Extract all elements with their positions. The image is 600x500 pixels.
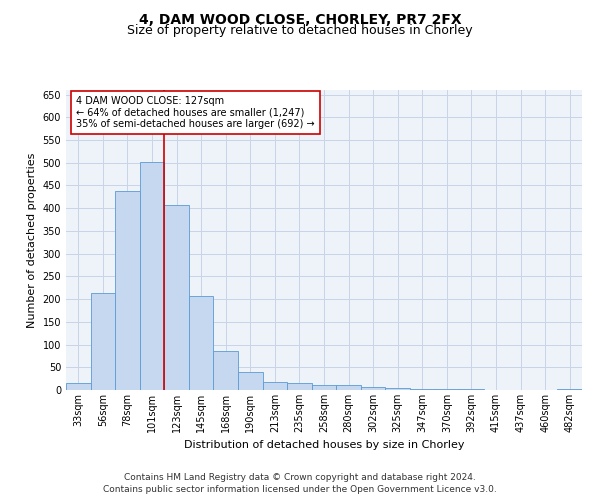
Text: Size of property relative to detached houses in Chorley: Size of property relative to detached ho… — [127, 24, 473, 37]
Bar — [238, 372, 263, 390]
Bar — [459, 389, 484, 390]
Bar — [361, 388, 385, 390]
Text: Contains public sector information licensed under the Open Government Licence v3: Contains public sector information licen… — [103, 484, 497, 494]
Bar — [287, 382, 312, 390]
Bar — [263, 382, 287, 390]
Bar — [385, 388, 410, 390]
Bar — [66, 383, 91, 390]
Bar — [434, 389, 459, 390]
Text: 4 DAM WOOD CLOSE: 127sqm
← 64% of detached houses are smaller (1,247)
35% of sem: 4 DAM WOOD CLOSE: 127sqm ← 64% of detach… — [76, 96, 315, 129]
Y-axis label: Number of detached properties: Number of detached properties — [27, 152, 37, 328]
X-axis label: Distribution of detached houses by size in Chorley: Distribution of detached houses by size … — [184, 440, 464, 450]
Bar — [214, 352, 238, 390]
Bar — [91, 293, 115, 390]
Bar — [164, 204, 189, 390]
Bar — [189, 296, 214, 390]
Text: 4, DAM WOOD CLOSE, CHORLEY, PR7 2FX: 4, DAM WOOD CLOSE, CHORLEY, PR7 2FX — [139, 12, 461, 26]
Text: Contains HM Land Registry data © Crown copyright and database right 2024.: Contains HM Land Registry data © Crown c… — [124, 473, 476, 482]
Bar — [557, 388, 582, 390]
Bar — [312, 384, 336, 390]
Bar — [410, 388, 434, 390]
Bar — [140, 162, 164, 390]
Bar — [336, 386, 361, 390]
Bar — [115, 192, 140, 390]
